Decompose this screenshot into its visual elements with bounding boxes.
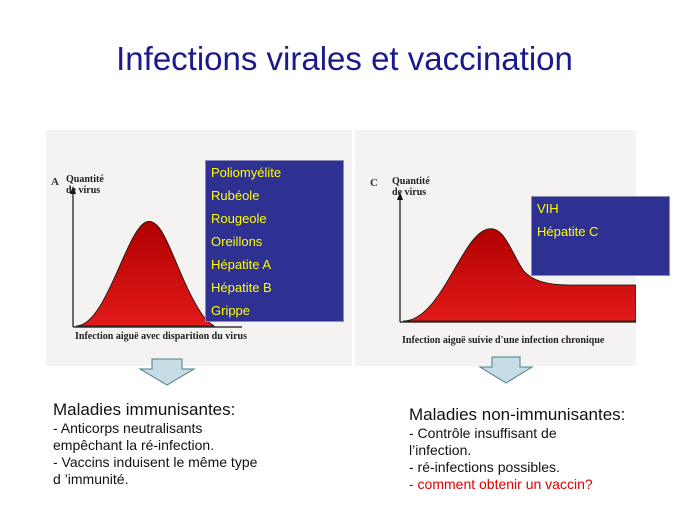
virus-item: Grippe: [211, 303, 251, 318]
vaccine-question: - comment obtenir un vaccin?: [409, 476, 593, 492]
non-immunizing-virus-list: VIH Hépatite C: [531, 196, 670, 276]
slide-title: Infections virales et vaccination: [116, 40, 573, 77]
y-axis-label-line1: Quantité: [66, 174, 104, 185]
virus-curve-chronic: [402, 228, 636, 322]
virus-item: Hépatite C: [537, 224, 599, 239]
virus-item: Hépatite A: [211, 257, 271, 272]
caption-a: Infection aiguë avec disparition du viru…: [75, 331, 247, 342]
immunizing-virus-list: Poliomyélite Rubéole Rougeole Oreillons …: [205, 160, 344, 322]
caption-c: Infection aiguë suivie d'une infection c…: [402, 335, 605, 346]
text-line: d ’immunité.: [53, 471, 129, 487]
virus-item: Oreillons: [211, 234, 263, 249]
virus-item: Hépatite B: [211, 280, 272, 295]
text-line: l’infection.: [409, 442, 472, 458]
chronic-infection-graph: [397, 192, 636, 323]
y-axis-label-line2: de virus: [392, 187, 427, 198]
panel-letter-a: A: [51, 176, 59, 188]
text-line: - Contrôle insuffisant de: [409, 425, 557, 441]
immunizing-heading: Maladies immunisantes:: [53, 400, 236, 419]
virus-item: Poliomyélite: [211, 165, 282, 180]
virus-item: Rubéole: [211, 188, 260, 203]
y-axis-label-line1: Quantité: [392, 176, 430, 187]
non-immunizing-heading: Maladies non-immunisantes:: [409, 405, 626, 424]
y-axis-arrowhead: [397, 192, 403, 200]
y-axis-arrowhead: [70, 186, 76, 194]
virus-item: VIH: [537, 201, 559, 216]
immunizing-diseases-text: Maladies immunisantes: - Anticorps neutr…: [53, 399, 333, 488]
down-arrow-icon: [138, 358, 196, 386]
panel-letter-c: C: [370, 177, 378, 189]
y-axis-label-a: Quantité de virus: [66, 174, 104, 196]
text-line: - ré-infections possibles.: [409, 459, 560, 475]
text-line: - Anticorps neutralisants: [53, 420, 203, 436]
text-line: empêchant la ré-infection.: [53, 437, 215, 453]
y-axis-label-line2: de virus: [66, 185, 101, 196]
virus-curve-acute: [75, 221, 216, 327]
non-immunizing-diseases-text: Maladies non-immunisantes: - Contrôle in…: [409, 404, 679, 493]
acute-infection-graph: [70, 186, 242, 328]
virus-item: Rougeole: [211, 211, 267, 226]
text-line: - Vaccins induisent le même type: [53, 454, 258, 470]
y-axis-label-c: Quantité de virus: [392, 176, 430, 198]
down-arrow-icon: [478, 356, 534, 384]
